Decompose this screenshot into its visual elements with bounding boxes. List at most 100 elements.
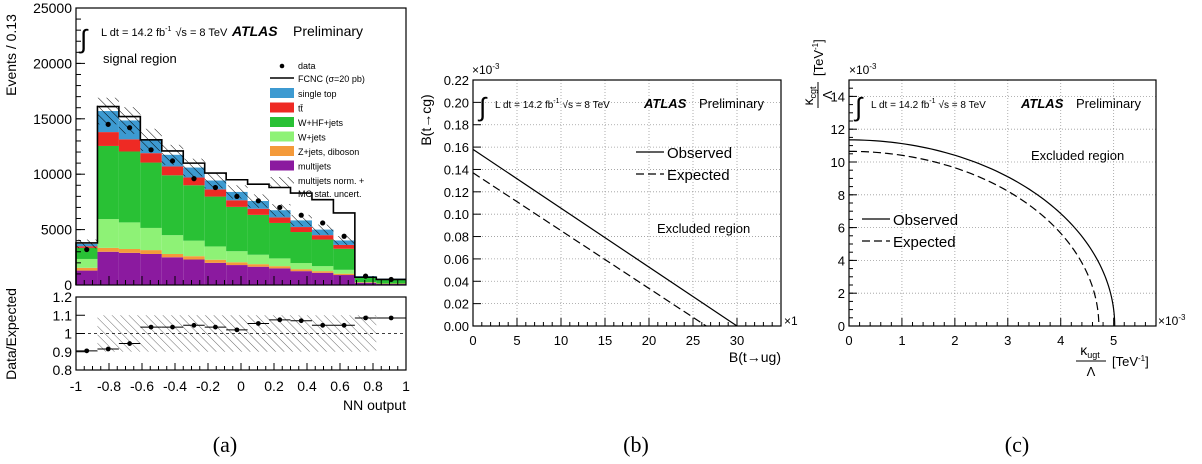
uncertainty-hatch [226, 185, 248, 199]
uncertainty-hatch [118, 107, 141, 134]
y-tick-label: 0.08 [444, 230, 469, 245]
panel-a-ylabel: Events / 0.13 [3, 14, 19, 96]
y-tick-label: 15000 [33, 111, 72, 127]
svg-text:[TeV-1]: [TeV-1] [811, 39, 826, 76]
panel-a-xlabel: NN output [343, 397, 406, 413]
bar-multijets [161, 257, 184, 285]
bar-zjets [97, 247, 119, 252]
bar-multijets [183, 259, 205, 285]
legend-zjets: Z+jets, diboson [298, 147, 359, 157]
bar-wjets [311, 266, 334, 272]
y-tick-label: 0.00 [444, 319, 469, 334]
bar-zjets [311, 271, 334, 273]
bar-multijets [76, 270, 98, 285]
svg-text:Λ: Λ [820, 90, 835, 99]
x-tick-label: 5 [1110, 333, 1117, 348]
uncertainty-hatch [161, 144, 184, 165]
y-tick-label: 0 [838, 319, 845, 334]
legend-swatch-ttbar [270, 102, 294, 113]
y-tick-label: 0.06 [444, 252, 469, 267]
data-point [362, 273, 369, 279]
y-tick-label: 10 [831, 155, 845, 170]
x-tick-label: -1 [70, 378, 83, 394]
ratio-point [341, 322, 347, 328]
bar-whf [333, 248, 355, 270]
integral-sign: ∫ [78, 24, 89, 54]
x-tick-label: -0.4 [163, 378, 187, 394]
y-tick-label: 4 [838, 253, 845, 268]
curve-observed [848, 139, 1116, 327]
bar-wjets [226, 251, 248, 263]
panel-b-frame [472, 79, 782, 327]
ratio-point [84, 348, 90, 354]
bar-multijets [140, 253, 162, 285]
bar-whf [140, 162, 162, 228]
panel-b-legend: Observed Expected [636, 145, 732, 184]
x-tick-label: 1 [402, 378, 410, 394]
y-tick-label: 0.16 [444, 140, 469, 155]
panel-a-atlas: ATLAS [231, 23, 278, 39]
data-point [191, 176, 197, 182]
legend-expected: Expected [893, 234, 956, 251]
bar-zjets [247, 264, 270, 267]
uncertainty-hatch [183, 158, 205, 177]
legend-multijets: multijets [298, 162, 332, 172]
line-expected [472, 172, 707, 327]
bar-zjets [333, 273, 355, 276]
panel-b-excluded-label: Excluded region [657, 221, 750, 236]
panel-a-lumi: L dt = 14.2 fb-1 √s = 8 TeV [101, 26, 228, 39]
bar-whf [290, 232, 312, 264]
bar-whf [204, 196, 227, 247]
ratio-point [298, 318, 304, 324]
uncertainty-hatch [311, 224, 334, 235]
bar-whf [118, 151, 141, 223]
bar-whf [247, 214, 270, 255]
bar-ttbar [183, 177, 205, 186]
panel-a-region: signal region [103, 51, 177, 66]
panel-b-xlabel: B(t→ug) [729, 349, 781, 365]
data-point [341, 233, 347, 239]
y-tick-label: 0.22 [444, 73, 469, 88]
x-tick-label: 5 [513, 333, 520, 348]
panel-b-preliminary: Preliminary [699, 96, 765, 111]
legend-single_top: single top [298, 89, 337, 99]
y-tick-label: 5000 [41, 222, 72, 238]
legend-swatch-single_top [270, 88, 294, 98]
bar-wjets [140, 227, 162, 251]
data-point [234, 193, 240, 199]
bar-ttbar [97, 132, 119, 146]
panel-b-y-exponent: ×10-3 [472, 62, 500, 77]
bar-wjets [290, 263, 312, 270]
y-tick-label: 12 [831, 122, 845, 137]
legend-swatch-wjets [270, 131, 294, 142]
ratio-point [127, 341, 133, 346]
bar-multijets [311, 272, 334, 285]
x-tick-label: 0 [845, 333, 852, 348]
ratio-point [363, 315, 368, 321]
panel-b-axes: 0.00 0.02 0.04 0.06 0.08 0.10 0.12 0.14 0.16 0.18… [444, 73, 782, 348]
bar-zjets [183, 256, 205, 260]
bar-zjets [161, 253, 184, 258]
ratio-point [105, 346, 111, 352]
legend-swatch-whf [270, 117, 294, 127]
bar-zjets [140, 250, 162, 254]
x-tick-label: 15 [598, 333, 612, 348]
panel-b-ylabel: B(t→cg) [418, 94, 434, 145]
panel-b-atlas: ATLAS [643, 96, 687, 111]
bar-whf [226, 206, 248, 252]
y-tick-label: 2 [838, 286, 845, 301]
ratio-point [388, 315, 394, 321]
panel-c-preliminary: Preliminary [1076, 96, 1142, 111]
bar-wjets [161, 235, 184, 254]
bar-multijets [247, 266, 270, 285]
data-point [277, 204, 283, 211]
bar-whf [183, 185, 205, 241]
bar-multijets [290, 271, 312, 285]
bar-zjets [290, 269, 312, 272]
bar-multijets [333, 275, 355, 285]
bar-wjets [118, 222, 141, 249]
